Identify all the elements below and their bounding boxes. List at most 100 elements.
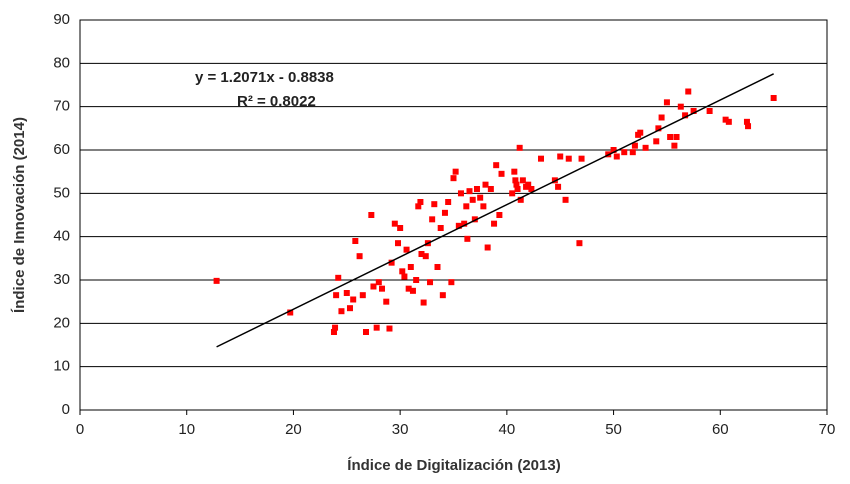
point bbox=[565, 155, 572, 162]
x-tick-label: 0 bbox=[76, 421, 84, 438]
point bbox=[417, 199, 424, 205]
point bbox=[383, 298, 390, 305]
point bbox=[418, 251, 425, 257]
point bbox=[434, 264, 441, 270]
x-tick-label: 60 bbox=[712, 421, 729, 438]
point bbox=[471, 216, 478, 223]
point bbox=[722, 116, 729, 123]
point bbox=[725, 118, 732, 125]
point bbox=[409, 287, 416, 294]
point bbox=[555, 183, 562, 190]
x-tick-label: 50 bbox=[605, 421, 622, 438]
point bbox=[420, 299, 427, 306]
point bbox=[346, 305, 353, 312]
point bbox=[498, 170, 505, 177]
point bbox=[386, 325, 393, 332]
point bbox=[343, 290, 350, 296]
point bbox=[613, 153, 620, 160]
point bbox=[512, 177, 519, 184]
point bbox=[770, 95, 777, 101]
point bbox=[576, 240, 583, 247]
point bbox=[491, 220, 498, 227]
point bbox=[333, 292, 340, 299]
x-tick-label: 30 bbox=[392, 421, 409, 438]
point bbox=[437, 225, 444, 231]
point bbox=[706, 108, 713, 114]
point bbox=[519, 177, 526, 184]
point bbox=[528, 186, 535, 192]
point bbox=[441, 209, 448, 216]
point bbox=[663, 99, 670, 106]
y-tick-label: 60 bbox=[53, 141, 70, 158]
x-tick-label: 20 bbox=[285, 421, 302, 438]
point bbox=[642, 144, 649, 151]
point bbox=[373, 324, 380, 331]
point bbox=[667, 134, 674, 140]
x-axis-label: Índice de Digitalización (2013) bbox=[347, 457, 560, 474]
point bbox=[538, 155, 545, 162]
point bbox=[487, 186, 494, 192]
point bbox=[513, 181, 520, 188]
y-tick-label: 80 bbox=[53, 54, 70, 71]
point bbox=[743, 118, 750, 125]
point bbox=[671, 142, 678, 149]
trendline-equation: y = 1.2071x - 0.8838 bbox=[195, 69, 334, 86]
x-tick-label: 70 bbox=[819, 421, 836, 438]
point bbox=[429, 216, 436, 223]
point bbox=[477, 194, 484, 201]
point bbox=[356, 253, 363, 260]
point bbox=[422, 253, 429, 260]
point bbox=[461, 220, 468, 227]
point bbox=[388, 259, 395, 266]
point bbox=[401, 273, 408, 280]
point bbox=[335, 274, 342, 281]
point bbox=[362, 329, 369, 335]
point bbox=[352, 238, 359, 244]
point bbox=[516, 144, 523, 151]
point bbox=[439, 292, 446, 299]
point bbox=[455, 222, 462, 229]
point bbox=[690, 108, 697, 114]
point bbox=[493, 162, 500, 169]
point bbox=[562, 196, 569, 203]
point bbox=[658, 114, 665, 121]
point bbox=[653, 138, 660, 145]
point bbox=[391, 220, 398, 227]
point bbox=[397, 225, 404, 231]
y-tick-label: 90 bbox=[53, 11, 70, 28]
point bbox=[413, 277, 420, 283]
y-tick-label: 0 bbox=[62, 401, 70, 418]
point bbox=[379, 285, 386, 292]
point bbox=[525, 181, 532, 188]
point bbox=[457, 190, 464, 197]
x-tick-label: 40 bbox=[499, 421, 516, 438]
point bbox=[350, 296, 357, 303]
y-tick-label: 40 bbox=[53, 228, 70, 245]
point bbox=[403, 246, 410, 253]
point bbox=[557, 153, 564, 160]
x-tick-label: 10 bbox=[178, 421, 195, 438]
point bbox=[399, 268, 406, 275]
y-tick-label: 30 bbox=[53, 271, 70, 288]
point bbox=[655, 125, 662, 132]
y-tick-label: 10 bbox=[53, 358, 70, 375]
point bbox=[463, 203, 470, 210]
trendline bbox=[216, 73, 774, 348]
y-axis-label: Índice de Innovación (2014) bbox=[11, 117, 28, 313]
point bbox=[445, 199, 452, 205]
point bbox=[511, 168, 518, 175]
point bbox=[637, 129, 644, 136]
point bbox=[450, 175, 457, 182]
point bbox=[407, 264, 414, 270]
point bbox=[332, 324, 339, 331]
point bbox=[682, 112, 689, 119]
point bbox=[482, 181, 489, 188]
point bbox=[469, 196, 476, 203]
point bbox=[370, 283, 377, 290]
point bbox=[375, 279, 382, 286]
point bbox=[514, 186, 521, 192]
point bbox=[631, 142, 638, 149]
plot-frame bbox=[79, 19, 828, 411]
point bbox=[464, 235, 471, 242]
